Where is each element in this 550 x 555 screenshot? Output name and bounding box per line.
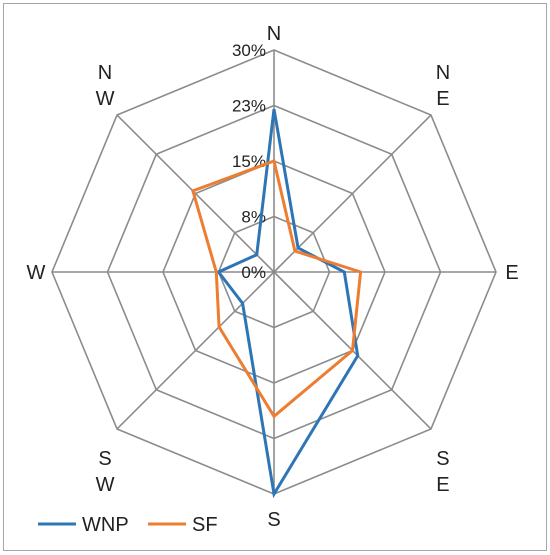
direction-label-se: S <box>436 448 449 470</box>
legend-label-wnp: WNP <box>82 514 129 536</box>
direction-label-nw: N <box>98 62 112 84</box>
series-lines <box>191 108 363 499</box>
direction-label-sw: S <box>98 448 111 470</box>
radial-tick-label: 0% <box>241 263 266 282</box>
chart-frame <box>3 3 547 551</box>
series-line-sf <box>191 159 363 419</box>
direction-label-se: E <box>436 474 449 496</box>
radial-tick-label: 23% <box>232 97 266 116</box>
direction-label-s: S <box>267 509 280 531</box>
spoke-ne <box>273 114 432 273</box>
radial-tick-labels: 0%8%15%23%30% <box>232 41 266 282</box>
direction-label-ne: E <box>436 88 449 110</box>
direction-label-w: W <box>27 262 46 284</box>
direction-label-n: N <box>267 23 281 45</box>
direction-label-e: E <box>505 262 518 284</box>
direction-label-sw: W <box>96 474 115 496</box>
spoke-nw <box>116 114 275 273</box>
legend: WNP SF <box>38 514 218 536</box>
radial-tick-label: 15% <box>232 152 266 171</box>
direction-label-nw: W <box>96 88 115 110</box>
spoke-sw <box>116 271 275 430</box>
legend-label-sf: SF <box>192 514 218 536</box>
direction-label-ne: N <box>436 62 450 84</box>
radar-spokes <box>52 50 496 494</box>
radial-tick-label: 30% <box>232 41 266 60</box>
